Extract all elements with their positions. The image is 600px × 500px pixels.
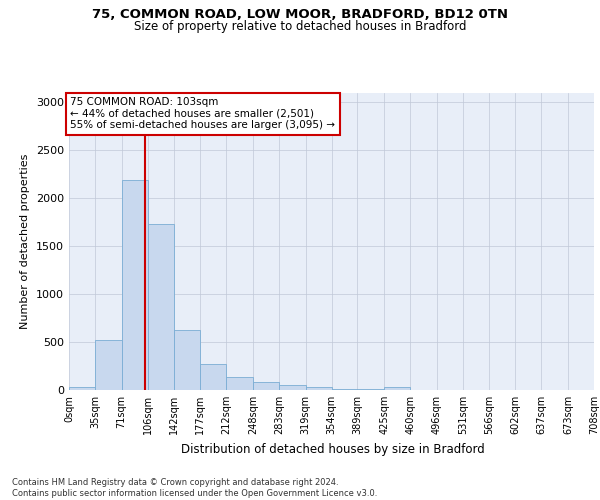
Bar bbox=[200, 364, 226, 390]
Text: Distribution of detached houses by size in Bradford: Distribution of detached houses by size … bbox=[181, 442, 485, 456]
Bar bbox=[174, 330, 200, 390]
Bar bbox=[331, 388, 358, 390]
Text: Contains HM Land Registry data © Crown copyright and database right 2024.
Contai: Contains HM Land Registry data © Crown c… bbox=[12, 478, 377, 498]
Bar bbox=[384, 387, 410, 390]
Text: Size of property relative to detached houses in Bradford: Size of property relative to detached ho… bbox=[134, 20, 466, 33]
Bar bbox=[279, 385, 305, 390]
Y-axis label: Number of detached properties: Number of detached properties bbox=[20, 154, 31, 329]
Bar bbox=[148, 224, 174, 390]
Bar bbox=[69, 387, 95, 390]
Bar bbox=[358, 389, 384, 390]
Bar bbox=[95, 340, 122, 390]
Bar bbox=[253, 382, 279, 390]
Text: 75, COMMON ROAD, LOW MOOR, BRADFORD, BD12 0TN: 75, COMMON ROAD, LOW MOOR, BRADFORD, BD1… bbox=[92, 8, 508, 20]
Bar bbox=[122, 180, 148, 390]
Bar bbox=[226, 376, 253, 390]
Bar bbox=[305, 387, 331, 390]
Text: 75 COMMON ROAD: 103sqm
← 44% of detached houses are smaller (2,501)
55% of semi-: 75 COMMON ROAD: 103sqm ← 44% of detached… bbox=[70, 98, 335, 130]
